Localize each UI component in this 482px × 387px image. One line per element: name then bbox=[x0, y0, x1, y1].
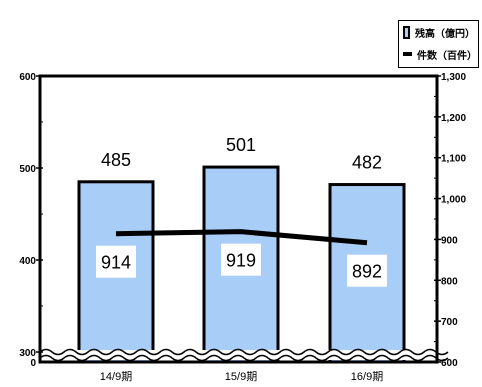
x-category-label: 14/9期 bbox=[100, 370, 132, 383]
axis-break-line-upper bbox=[39, 348, 449, 356]
left-tick-label: 600 bbox=[19, 72, 36, 83]
line-label-box bbox=[347, 254, 387, 287]
left-tick-label: 300 bbox=[19, 348, 36, 359]
line-value-label: 892 bbox=[352, 262, 382, 282]
right-tick-label: 900 bbox=[441, 235, 458, 246]
right-tick-label: 1,300 bbox=[441, 72, 466, 83]
right-tick-label: 1,000 bbox=[441, 195, 466, 206]
bar-value-label: 485 bbox=[101, 150, 131, 170]
line-label-box bbox=[221, 243, 261, 276]
left-tick-label: 0 bbox=[30, 358, 36, 369]
legend-item-balance: 残高（億円） bbox=[403, 25, 475, 40]
right-tick-label: 700 bbox=[441, 317, 458, 328]
bar-swatch-icon bbox=[403, 25, 410, 39]
bar-value-label: 482 bbox=[352, 153, 382, 173]
axis-break-line-lower bbox=[39, 354, 449, 362]
line-series-count bbox=[115, 229, 368, 246]
legend-item-count: 件数（百件） bbox=[403, 47, 477, 62]
x-category-label: 15/9期 bbox=[225, 370, 257, 383]
right-tick-label: 800 bbox=[441, 276, 458, 287]
bar-value-label: 501 bbox=[226, 135, 256, 155]
line-swatch-icon bbox=[403, 52, 412, 56]
line-value-label: 919 bbox=[226, 251, 256, 271]
x-category-label: 16/9期 bbox=[351, 370, 383, 383]
left-tick-label: 400 bbox=[19, 256, 36, 267]
line-label-box bbox=[96, 245, 136, 278]
bar-1 bbox=[77, 180, 155, 364]
legend-label-count: 件数（百件） bbox=[417, 50, 477, 62]
right-tick-label: 600 bbox=[441, 358, 458, 369]
right-tick-label: 1,100 bbox=[441, 154, 466, 165]
legend-label-balance: 残高（億円） bbox=[415, 28, 475, 40]
left-tick-label: 500 bbox=[19, 164, 36, 175]
legend: 残高（億円） 件数（百件） bbox=[398, 20, 479, 68]
right-tick-label: 1,200 bbox=[441, 113, 466, 124]
line-value-label: 914 bbox=[101, 253, 131, 273]
